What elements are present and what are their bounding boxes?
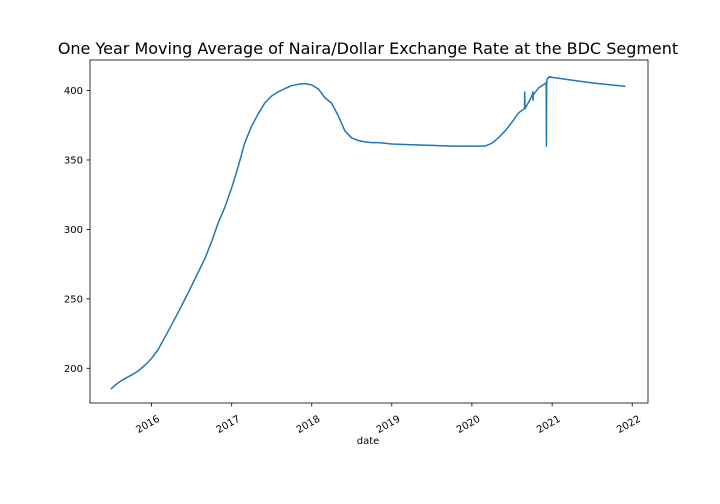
x-tick-label: 2020	[455, 414, 483, 436]
x-tick-label: 2017	[215, 414, 243, 436]
x-axis: 2016 2017 2018 2019 2020 2021 2022	[134, 403, 643, 436]
plot-area-frame	[89, 59, 649, 404]
x-axis-label: date	[357, 436, 380, 447]
x-tick-label: 2019	[375, 414, 403, 436]
chart-title: One Year Moving Average of Naira/Dollar …	[58, 39, 678, 58]
y-tick-label: 400	[64, 86, 83, 97]
exchange-rate-line	[110, 75, 626, 390]
x-tick-label: 2018	[295, 414, 323, 436]
y-tick-label: 350	[64, 155, 83, 166]
x-tick-label: 2022	[615, 414, 643, 436]
y-axis: 200 250 300 350 400	[64, 86, 90, 375]
y-tick-label: 200	[64, 364, 83, 375]
y-tick-label: 250	[64, 294, 83, 305]
x-tick-label: 2016	[134, 414, 162, 436]
y-tick-label: 300	[64, 225, 83, 236]
x-tick-label: 2021	[535, 414, 563, 436]
